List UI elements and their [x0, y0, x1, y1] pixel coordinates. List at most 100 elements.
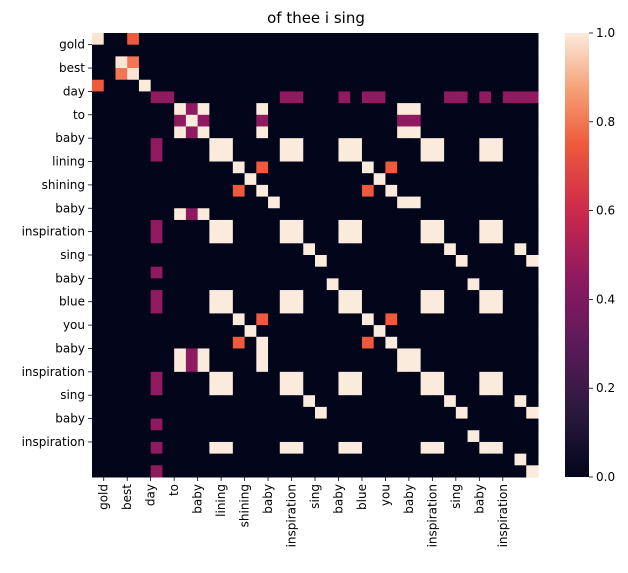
- heatmap-cell: [291, 441, 304, 455]
- heatmap-cell: [397, 79, 410, 92]
- heatmap-cell: [514, 418, 527, 431]
- heatmap-cell: [315, 255, 328, 268]
- heatmap-cell: [373, 149, 386, 163]
- heatmap-cell: [115, 114, 128, 127]
- heatmap-cell: [232, 418, 246, 431]
- heatmap-cell: [350, 441, 363, 455]
- heatmap-cell: [361, 173, 375, 186]
- heatmap-cell: [103, 301, 116, 314]
- heatmap-cell: [361, 161, 375, 174]
- heatmap-cell: [338, 196, 351, 209]
- heatmap-cell: [256, 348, 269, 361]
- heatmap-cell: [350, 395, 363, 408]
- heatmap-cell: [279, 266, 293, 279]
- heatmap-cell: [432, 79, 445, 92]
- heatmap-cell: [326, 56, 339, 69]
- heatmap-cell: [361, 371, 375, 385]
- heatmap-cell: [185, 79, 199, 92]
- heatmap-cell: [467, 453, 480, 466]
- heatmap-cell: [174, 149, 187, 163]
- heatmap-cell: [127, 418, 140, 431]
- heatmap-cell: [326, 430, 339, 443]
- heatmap-cell: [150, 266, 163, 279]
- heatmap-cell: [92, 430, 105, 443]
- heatmap-cell: [209, 44, 222, 57]
- heatmap-cell: [514, 395, 527, 408]
- heatmap-cell: [268, 68, 281, 81]
- heatmap-cell: [256, 33, 269, 46]
- heatmap-cell: [232, 301, 246, 314]
- heatmap-cell: [420, 406, 433, 420]
- heatmap-cell: [350, 290, 363, 303]
- heatmap-cell: [197, 56, 210, 69]
- heatmap-cell: [338, 430, 351, 443]
- heatmap-cell: [397, 138, 410, 151]
- heatmap-cell: [127, 441, 140, 455]
- heatmap-cell: [268, 44, 281, 57]
- heatmap-cell: [174, 360, 187, 373]
- heatmap-cell: [373, 430, 386, 443]
- heatmap-cell: [420, 208, 433, 221]
- heatmap-cell: [385, 33, 398, 46]
- heatmap-cell: [256, 103, 269, 116]
- heatmap-cell: [455, 360, 469, 373]
- heatmap-cell: [444, 219, 457, 233]
- heatmap-cell: [244, 103, 257, 116]
- heatmap-cell: [491, 453, 504, 466]
- heatmap-cell: [103, 56, 116, 69]
- heatmap-cell: [268, 465, 281, 478]
- heatmap-cell: [326, 184, 339, 198]
- heatmap-cell: [397, 465, 410, 478]
- heatmap-cell: [174, 441, 187, 455]
- heatmap-cell: [209, 371, 222, 385]
- heatmap-cell: [138, 56, 152, 69]
- heatmap-cell: [467, 255, 480, 268]
- heatmap-cell: [526, 91, 539, 104]
- heatmap-cell: [115, 149, 128, 163]
- heatmap-cell: [514, 68, 527, 81]
- heatmap-cell: [279, 173, 293, 186]
- heatmap-cell: [291, 219, 304, 233]
- heatmap-cell: [432, 68, 445, 81]
- heatmap-cell: [232, 278, 246, 291]
- heatmap-cell: [315, 430, 328, 443]
- heatmap-cell: [291, 406, 304, 420]
- heatmap-cell: [326, 418, 339, 431]
- heatmap-cell: [420, 68, 433, 81]
- heatmap-cell: [291, 56, 304, 69]
- heatmap-cell: [397, 406, 410, 420]
- heatmap-cell: [315, 243, 328, 256]
- heatmap-cell: [361, 184, 375, 198]
- heatmap-cell: [103, 360, 116, 373]
- heatmap-cell: [408, 56, 422, 69]
- heatmap-cell: [303, 219, 316, 233]
- heatmap-cell: [479, 103, 492, 116]
- heatmap-cell: [444, 453, 457, 466]
- heatmap-cell: [185, 243, 199, 256]
- heatmap-cell: [209, 313, 222, 326]
- heatmap-cell: [361, 91, 375, 104]
- heatmap-cell: [385, 161, 398, 174]
- heatmap-cell: [502, 243, 516, 256]
- heatmap-cell: [526, 79, 539, 92]
- heatmap-cell: [315, 301, 328, 314]
- heatmap-cell: [268, 395, 281, 408]
- heatmap-cell: [244, 149, 257, 163]
- heatmap-cell: [467, 418, 480, 431]
- heatmap-cell: [162, 255, 175, 268]
- heatmap-cell: [326, 383, 339, 396]
- heatmap-cell: [303, 208, 316, 221]
- heatmap-cell: [526, 255, 539, 268]
- heatmap-cell: [92, 161, 105, 174]
- heatmap-cell: [221, 56, 234, 69]
- heatmap-cell: [338, 184, 351, 198]
- heatmap-cell: [279, 325, 293, 338]
- heatmap-cell: [315, 418, 328, 431]
- heatmap-cell: [103, 348, 116, 361]
- heatmap-cell: [432, 418, 445, 431]
- heatmap-cell: [291, 103, 304, 116]
- heatmap-cell: [279, 56, 293, 69]
- heatmap-cell: [502, 56, 516, 69]
- heatmap-cell: [162, 114, 175, 127]
- heatmap-cell: [185, 56, 199, 69]
